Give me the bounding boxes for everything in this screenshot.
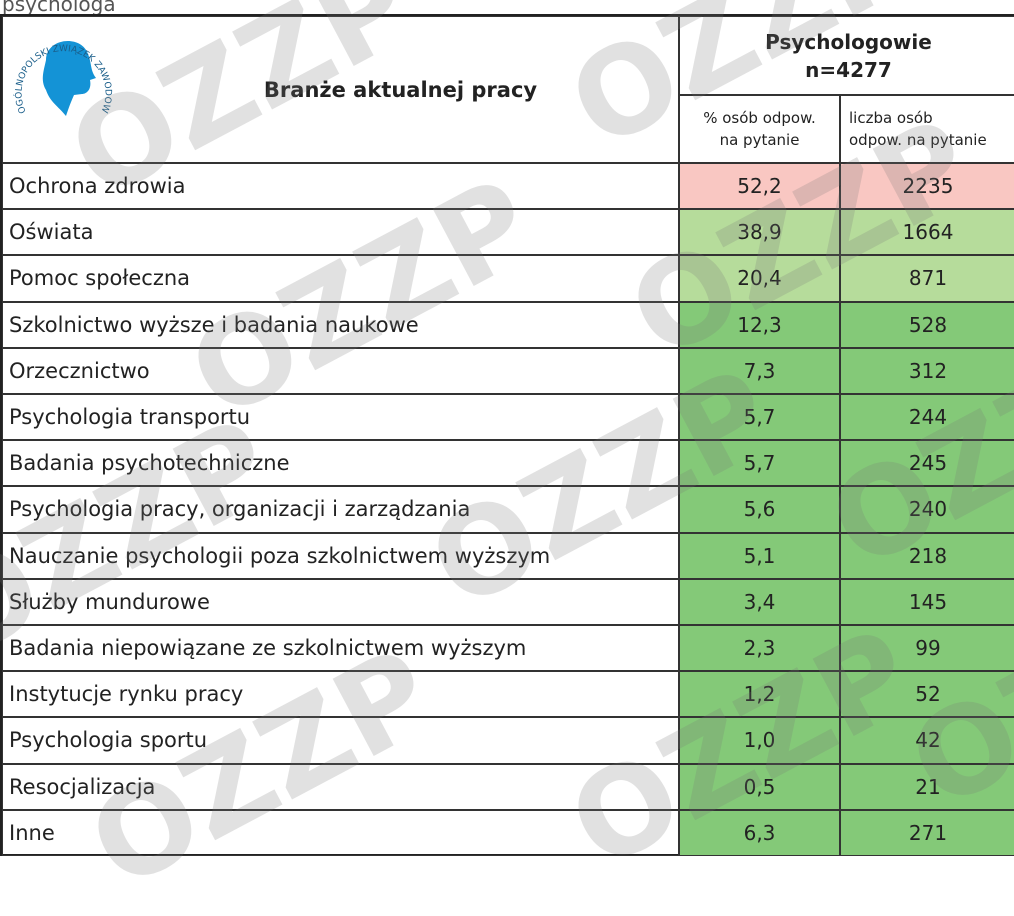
row-pct: 12,3 (679, 301, 840, 348)
row-label: Psychologia pracy, organizacji i zarządz… (2, 486, 679, 533)
row-count: 218 (840, 532, 1014, 579)
header-sub-line: odpow. na pytanie (849, 131, 987, 149)
row-pct: 38,9 (679, 209, 840, 256)
header-sub-line: % osób odpow. (703, 109, 816, 127)
row-pct: 52,2 (679, 163, 840, 210)
header-group-line: Psychologowie (765, 29, 932, 54)
caption: psychologa (2, 0, 116, 16)
row-count: 871 (840, 255, 1014, 302)
header-label: Branże aktualnej pracy (2, 16, 679, 163)
row-count: 145 (840, 578, 1014, 625)
row-pct: 0,5 (679, 763, 840, 810)
row-label: Inne (2, 809, 679, 856)
row-count: 42 (840, 717, 1014, 764)
row-pct: 1,2 (679, 671, 840, 718)
row-label: Nauczanie psychologii poza szkolnictwem … (2, 532, 679, 579)
logo: OGÓLNOPOLSKI ZWIĄZEK ZAWODOWY PSYCHOLOGÓ… (6, 20, 113, 116)
header-group: Psychologowie n=4277 (679, 16, 1014, 95)
row-count: 240 (840, 486, 1014, 533)
row-label: Resocjalizacja (2, 763, 679, 810)
header-sub: liczba osób odpow. na pytanie (840, 95, 1014, 163)
row-label: Badania psychotechniczne (2, 440, 679, 487)
row-count: 52 (840, 671, 1014, 718)
row-count: 271 (840, 809, 1014, 856)
row-count: 528 (840, 301, 1014, 348)
row-count: 244 (840, 394, 1014, 441)
row-label: Badania niepowiązane ze szkolnictwem wyż… (2, 625, 679, 672)
row-count: 2235 (840, 163, 1014, 210)
row-label: Ochrona zdrowia (2, 163, 679, 210)
row-pct: 1,0 (679, 717, 840, 764)
row-pct: 7,3 (679, 347, 840, 394)
row-count: 99 (840, 625, 1014, 672)
row-label: Psychologia transportu (2, 394, 679, 441)
row-count: 1664 (840, 209, 1014, 256)
row-label: Orzecznictwo (2, 347, 679, 394)
row-pct: 2,3 (679, 625, 840, 672)
header-sub-line: na pytanie (719, 131, 800, 149)
row-count: 245 (840, 440, 1014, 487)
header-sub-line: liczba osób (849, 109, 933, 127)
row-pct: 5,7 (679, 440, 840, 487)
row-pct: 20,4 (679, 255, 840, 302)
row-pct: 3,4 (679, 578, 840, 625)
row-label: Pomoc społeczna (2, 255, 679, 302)
table: Branże aktualnej pracy Psychologowie n=427… (0, 14, 1014, 856)
row-label: Szkolnictwo wyższe i badania naukowe (2, 301, 679, 348)
row-label: Służby mundurowe (2, 578, 679, 625)
row-label: Oświata (2, 209, 679, 256)
row-label: Instytucje rynku pracy (2, 671, 679, 718)
header-sub: % osób odpow. na pytanie (679, 95, 840, 163)
row-pct: 5,1 (679, 532, 840, 579)
logo-head (42, 41, 96, 116)
row-count: 21 (840, 763, 1014, 810)
row-pct: 5,7 (679, 394, 840, 441)
header-group-line: n=4277 (805, 57, 892, 82)
row-label: Psychologia sportu (2, 717, 679, 764)
row-count: 312 (840, 347, 1014, 394)
row-pct: 5,6 (679, 486, 840, 533)
row-pct: 6,3 (679, 809, 840, 856)
